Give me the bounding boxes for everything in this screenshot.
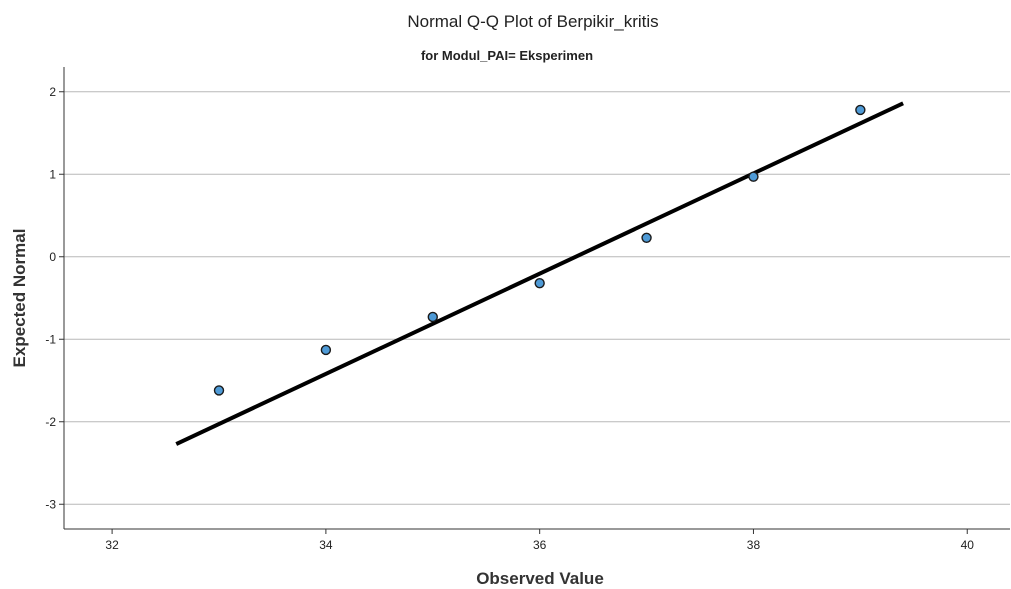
chart-title: Normal Q-Q Plot of Berpikir_kritis [407, 12, 658, 31]
chart-subtitle: for Modul_PAI= Eksperimen [421, 48, 593, 63]
x-tick-label: 36 [533, 538, 547, 552]
x-tick-label: 38 [747, 538, 761, 552]
y-tick-label: -2 [45, 415, 56, 429]
data-point [642, 233, 651, 242]
x-tick-label: 40 [961, 538, 975, 552]
y-tick-label: -1 [45, 332, 56, 346]
data-point [214, 386, 223, 395]
x-tick-label: 32 [105, 538, 119, 552]
x-tick-label: 34 [319, 538, 333, 552]
y-axis-label: Expected Normal [10, 229, 29, 368]
data-point [428, 312, 437, 321]
data-point [535, 279, 544, 288]
tick-labels: 2 1 0 -1 -2 -3 32 34 36 38 40 [45, 85, 974, 552]
data-point [749, 172, 758, 181]
x-axis-label: Observed Value [476, 569, 604, 588]
reference-line [176, 103, 903, 444]
y-tick-label: 0 [49, 250, 56, 264]
data-point [856, 105, 865, 114]
y-tick-label: 2 [49, 85, 56, 99]
grid-lines [64, 92, 1010, 505]
y-tick-label: -3 [45, 497, 56, 511]
y-tick-label: 1 [49, 167, 56, 181]
data-point [321, 345, 330, 354]
reference-line-group [176, 103, 903, 444]
axes [59, 67, 1010, 534]
data-points [214, 105, 864, 395]
